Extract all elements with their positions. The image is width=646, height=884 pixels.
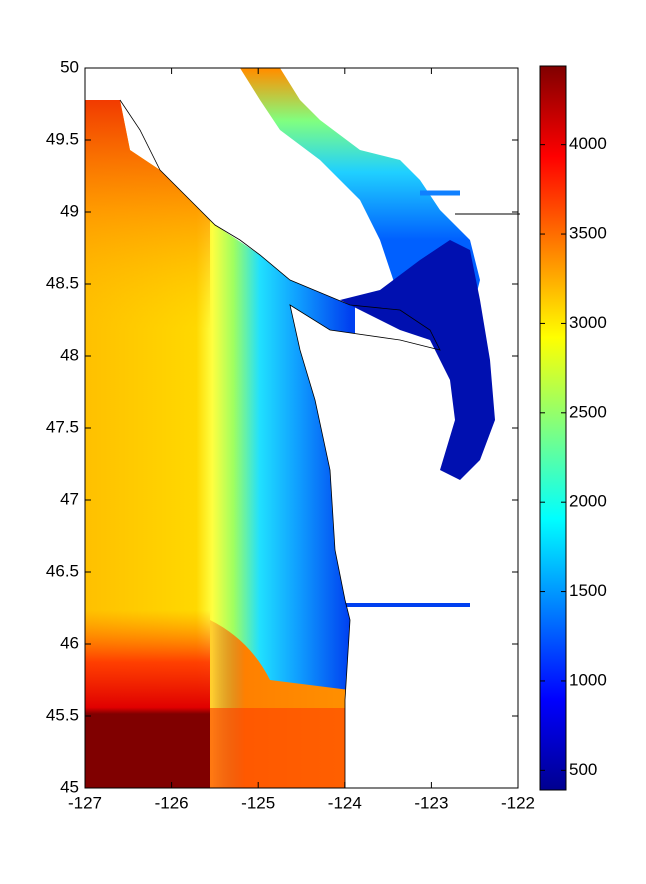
colorbar-tick-label: 4000 xyxy=(569,134,607,153)
colorbar xyxy=(539,65,567,791)
colorbar-tick-label: 3000 xyxy=(569,313,607,332)
colorbar-tick-label: 3500 xyxy=(569,224,607,243)
y-tick-label: 46.5 xyxy=(46,561,79,580)
y-tick-label: 49.5 xyxy=(46,129,79,148)
colorbar-tick-label: 500 xyxy=(569,760,597,779)
colorbar-tick-label: 1000 xyxy=(569,670,607,689)
y-tick-label: 46 xyxy=(60,633,79,652)
x-tick-label: -127 xyxy=(68,793,102,812)
y-tick-label: 48.5 xyxy=(46,273,79,292)
y-tick-label: 45.5 xyxy=(46,705,79,724)
y-tick-label: 49 xyxy=(60,201,79,220)
x-tick-label: -126 xyxy=(155,793,189,812)
y-tick-label: 47.5 xyxy=(46,417,79,436)
y-tick-label: 45 xyxy=(60,777,79,796)
x-tick-label: -122 xyxy=(501,793,535,812)
colorbar-tick-label: 1500 xyxy=(569,581,607,600)
y-tick-label: 50 xyxy=(60,57,79,76)
y-tick-label: 47 xyxy=(60,489,79,508)
x-tick-label: -125 xyxy=(241,793,275,812)
colorbar-tick-label: 2500 xyxy=(569,402,607,421)
x-tick-label: -123 xyxy=(414,793,448,812)
colorbar-tick-label: 2000 xyxy=(569,492,607,511)
x-tick-label: -124 xyxy=(328,793,362,812)
field xyxy=(85,68,520,788)
y-tick-label: 48 xyxy=(60,345,79,364)
